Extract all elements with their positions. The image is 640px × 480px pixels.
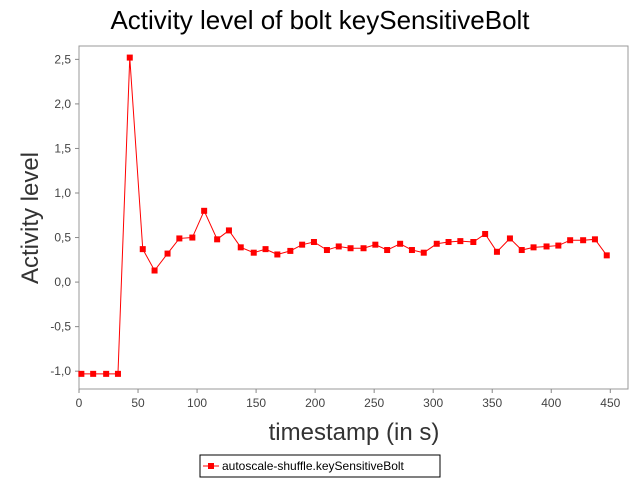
data-point xyxy=(151,267,158,274)
legend-marker xyxy=(208,463,214,469)
x-tick-label: 450 xyxy=(600,396,620,410)
x-tick-label: 100 xyxy=(187,396,207,410)
legend-entry: autoscale-shuffle.keySensitiveBolt xyxy=(222,459,405,473)
y-tick-label: 0,0 xyxy=(54,275,71,289)
data-point xyxy=(299,241,306,248)
data-point xyxy=(408,247,415,254)
legend: autoscale-shuffle.keySensitiveBolt xyxy=(199,454,441,478)
data-point xyxy=(214,236,221,243)
plot-area xyxy=(78,45,629,390)
data-point xyxy=(78,370,85,377)
data-point xyxy=(176,235,183,242)
data-point xyxy=(114,370,121,377)
series-layer xyxy=(78,54,610,377)
y-tick-label: 2,0 xyxy=(54,97,71,111)
data-point xyxy=(201,207,208,214)
data-point xyxy=(580,237,587,244)
data-point xyxy=(445,239,452,245)
legend-box xyxy=(199,454,441,478)
data-point xyxy=(139,246,146,253)
data-point xyxy=(603,252,610,259)
data-point xyxy=(335,243,342,250)
data-point xyxy=(250,249,257,256)
data-point xyxy=(237,244,244,251)
data-point xyxy=(103,370,110,377)
data-point xyxy=(591,236,598,243)
x-axis: 0 50 100 150 200 250 300 350 400 450 xyxy=(76,389,621,410)
x-tick-label: 250 xyxy=(364,396,384,410)
y-axis-label: Activity level xyxy=(17,152,44,284)
y-tick-label: -0,5 xyxy=(50,320,71,334)
y-tick-label: 1,5 xyxy=(54,141,71,155)
data-point xyxy=(433,240,440,247)
data-point xyxy=(470,239,477,245)
y-axis: -1,0 -0,5 0,0 0,5 1,0 1,5 2,0 2,5 xyxy=(50,52,79,378)
x-tick-label: 150 xyxy=(246,396,266,410)
x-tick-label: 200 xyxy=(305,396,325,410)
data-point xyxy=(397,240,404,247)
y-tick-label: 1,0 xyxy=(54,186,71,200)
data-point xyxy=(555,242,562,249)
data-point xyxy=(543,243,550,250)
data-point xyxy=(457,238,464,245)
data-point xyxy=(126,54,133,61)
data-point xyxy=(225,227,232,234)
data-point xyxy=(518,247,525,254)
y-tick-label: -1,0 xyxy=(50,364,71,378)
data-point xyxy=(420,249,427,256)
data-point xyxy=(372,241,379,248)
x-tick-label: 300 xyxy=(423,396,443,410)
x-tick-label: 350 xyxy=(482,396,502,410)
data-point xyxy=(482,230,489,237)
data-point xyxy=(493,248,500,255)
data-point xyxy=(310,239,317,245)
data-point xyxy=(274,251,281,258)
data-point xyxy=(506,235,513,242)
data-point xyxy=(384,247,391,254)
y-tick-label: 0,5 xyxy=(54,231,71,245)
x-tick-label: 0 xyxy=(76,396,83,410)
x-tick-label: 50 xyxy=(131,396,145,410)
data-point xyxy=(189,234,196,241)
data-point xyxy=(164,250,171,257)
data-point xyxy=(347,245,354,252)
data-point xyxy=(360,245,367,252)
y-tick-label: 2,5 xyxy=(54,52,71,66)
data-point xyxy=(530,244,537,251)
x-tick-label: 400 xyxy=(541,396,561,410)
data-point xyxy=(90,370,97,377)
x-axis-label: timestamp (in s) xyxy=(269,419,440,446)
data-point xyxy=(323,247,330,254)
data-point xyxy=(262,246,269,253)
data-point xyxy=(287,247,294,254)
chart-title: Activity level of bolt keySensitiveBolt xyxy=(110,5,530,35)
data-point xyxy=(567,237,574,244)
